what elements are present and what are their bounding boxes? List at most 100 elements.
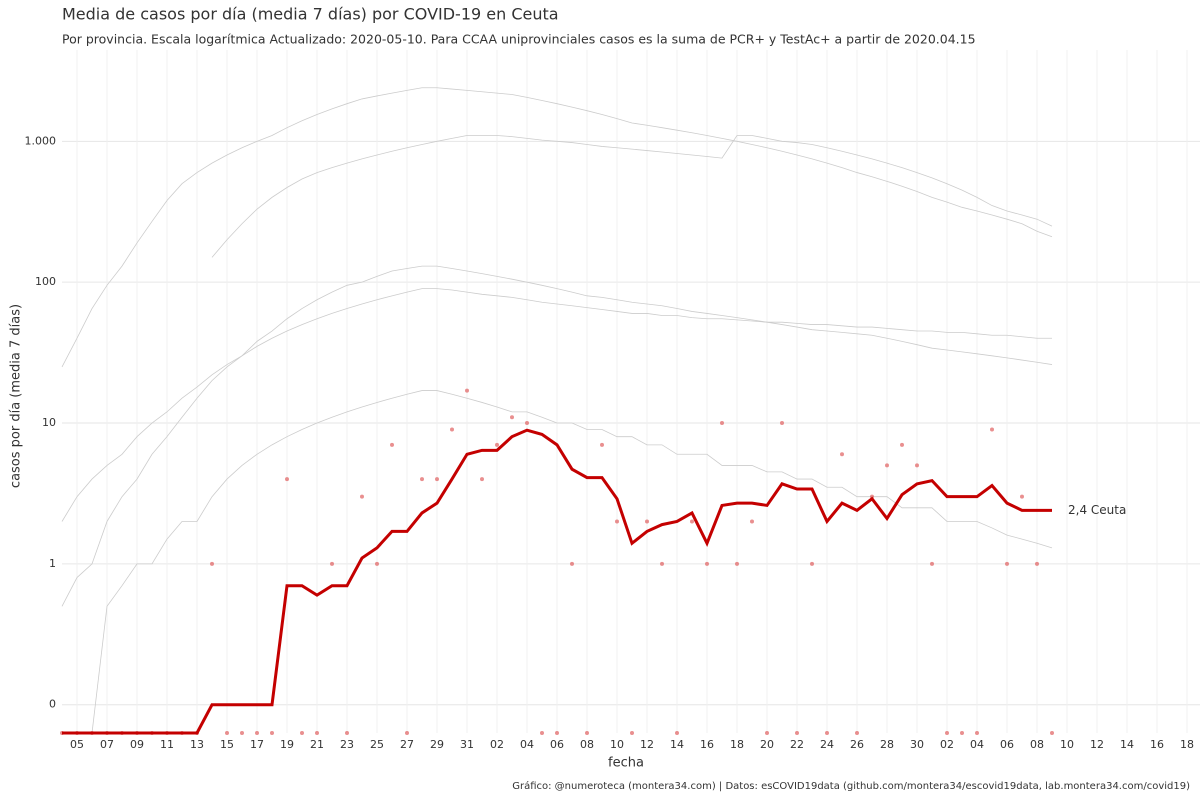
daily-point [930,561,934,566]
x-tick-label: 26 [850,738,864,751]
y-tick-label: 0 [49,698,56,711]
daily-point [285,477,289,482]
x-tick-label: 27 [400,738,414,751]
daily-point [1035,561,1039,566]
x-tick-label: 18 [1180,738,1194,751]
x-tick-label: 08 [580,738,594,751]
daily-point [225,731,229,735]
daily-point [555,731,559,735]
daily-point [585,731,589,735]
daily-point [825,731,829,735]
x-tick-label: 17 [250,738,264,751]
daily-point [315,731,319,735]
series-line [62,390,1053,734]
x-tick-label: 16 [700,738,714,751]
x-tick-label: 08 [1030,738,1044,751]
series-line [61,87,1053,368]
daily-point [420,477,424,482]
x-axis-title: fecha [608,756,644,771]
series-line [61,265,1053,607]
daily-point [945,731,949,735]
daily-point [840,452,844,457]
daily-point [450,427,454,432]
x-tick-label: 02 [490,738,504,751]
x-tick-label: 09 [130,738,144,751]
daily-point [645,519,649,524]
x-tick-label: 12 [1090,738,1104,751]
daily-point [660,561,664,566]
y-axis-title: casos por día (media 7 días) [9,304,24,488]
chart-subtitle: Por provincia. Escala logarítmica Actual… [62,32,976,47]
daily-point [900,442,904,447]
daily-point [570,561,574,566]
chart-title: Media de casos por día (media 7 días) po… [62,5,559,24]
daily-point [435,477,439,482]
x-tick-label: 06 [550,738,564,751]
daily-point [765,731,769,735]
x-tick-label: 23 [340,738,354,751]
x-tick-label: 24 [820,738,834,751]
daily-point [750,519,754,524]
daily-point [990,427,994,432]
daily-point [495,442,499,447]
daily-point [270,731,274,735]
daily-point [720,421,724,426]
daily-point [615,519,619,524]
daily-point [600,442,604,447]
daily-point [1005,561,1009,566]
x-tick-label: 31 [460,738,474,751]
y-tick-label: 1.000 [25,134,57,147]
daily-point [240,731,244,735]
daily-point [780,421,784,426]
series-line [211,135,1053,258]
x-tick-label: 29 [430,738,444,751]
x-tick-label: 14 [670,738,684,751]
x-tick-label: 10 [1060,738,1074,751]
daily-point [1020,494,1024,499]
x-tick-label: 07 [100,738,114,751]
daily-point [975,731,979,735]
y-tick-label: 100 [35,275,56,288]
daily-point [210,561,214,566]
daily-point [735,561,739,566]
daily-point [705,561,709,566]
x-tick-label: 20 [760,738,774,751]
daily-point [675,731,679,735]
daily-point [345,731,349,735]
daily-point [375,561,379,566]
y-tick-label: 1 [49,557,56,570]
x-tick-label: 30 [910,738,924,751]
x-tick-label: 05 [70,738,84,751]
daily-point [465,388,469,393]
daily-point [795,731,799,735]
daily-point [810,561,814,566]
daily-point [360,494,364,499]
x-tick-label: 06 [1000,738,1014,751]
x-tick-label: 18 [730,738,744,751]
daily-point [255,731,259,735]
daily-point [885,463,889,468]
x-tick-label: 10 [610,738,624,751]
daily-point [915,463,919,468]
x-tick-label: 15 [220,738,234,751]
caption: Gráfico: @numeroteca (montera34.com) | D… [512,780,1190,792]
end-label: 2,4 Ceuta [1068,503,1126,517]
x-tick-label: 13 [190,738,204,751]
series-line [62,428,1052,735]
daily-point [300,731,304,735]
x-tick-label: 19 [280,738,294,751]
daily-point [855,731,859,735]
x-tick-label: 14 [1120,738,1134,751]
daily-point [630,731,634,735]
daily-point [510,415,514,420]
daily-point [525,421,529,426]
daily-point [540,731,544,735]
daily-point [690,519,694,524]
daily-point [330,561,334,566]
x-tick-label: 22 [790,738,804,751]
x-tick-label: 04 [520,738,534,751]
x-tick-label: 02 [940,738,954,751]
daily-point [390,442,394,447]
series-line [61,288,1052,522]
